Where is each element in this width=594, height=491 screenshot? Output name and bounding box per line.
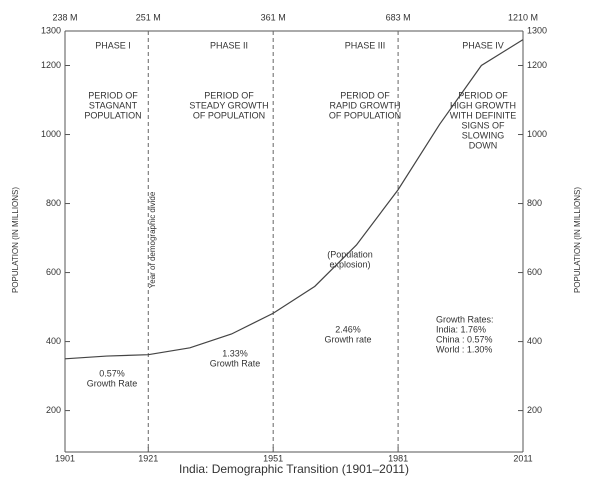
y-tick-label: 600 bbox=[46, 267, 61, 277]
phase-period: SIGNS OF bbox=[461, 120, 505, 130]
annotation: 2.46% bbox=[335, 324, 361, 334]
annotation: Growth Rate bbox=[210, 358, 261, 368]
y2-tick-label: 1200 bbox=[527, 60, 547, 70]
x-tick-label: 2011 bbox=[513, 453, 532, 463]
top-label: 238 M bbox=[52, 12, 77, 22]
phase-period: PERIOD OF bbox=[340, 90, 390, 100]
annotation: Growth Rates: bbox=[436, 314, 494, 324]
phase-period: PERIOD OF bbox=[204, 90, 254, 100]
phase-period: SLOWING bbox=[462, 130, 505, 140]
phase-period: PERIOD OF bbox=[88, 90, 138, 100]
phase-period: WITH DEFINITE bbox=[450, 110, 517, 120]
population-line bbox=[64, 39, 524, 360]
y-tick-label: 200 bbox=[46, 405, 61, 415]
annotation: China : 0.57% bbox=[436, 334, 493, 344]
annotation: (Population bbox=[327, 249, 373, 259]
annotation: explosion) bbox=[329, 259, 370, 269]
divide-label: Year of demographic divide bbox=[148, 191, 157, 288]
annotation: Growth rate bbox=[324, 334, 371, 344]
annotation: 1.33% bbox=[222, 348, 248, 358]
x-tick-label: 1951 bbox=[263, 453, 283, 463]
top-label: 251 M bbox=[136, 12, 161, 22]
phase-period: RAPID GROWTH bbox=[330, 100, 401, 110]
phase-period: STEADY GROWTH bbox=[189, 100, 268, 110]
y2-axis-label: POPULATION (IN MILLIONS) bbox=[573, 187, 582, 293]
y2-tick-label: 1300 bbox=[527, 25, 547, 35]
y2-tick-label: 600 bbox=[527, 267, 542, 277]
phase-period: DOWN bbox=[469, 140, 498, 150]
y-tick-label: 1200 bbox=[41, 60, 61, 70]
x-tick-label: 1921 bbox=[138, 453, 158, 463]
y-tick-label: 1000 bbox=[41, 129, 61, 139]
y2-tick-label: 1000 bbox=[527, 129, 547, 139]
x-tick-label: 1981 bbox=[388, 453, 408, 463]
phase-period: OF POPULATION bbox=[193, 110, 265, 120]
annotation: Growth Rate bbox=[87, 378, 138, 388]
annotation: World : 1.30% bbox=[436, 344, 492, 354]
y2-tick-label: 400 bbox=[527, 336, 542, 346]
y-tick-label: 1300 bbox=[41, 25, 61, 35]
phase-period: OF POPULATION bbox=[329, 110, 401, 120]
phase-name: PHASE II bbox=[210, 40, 248, 50]
phase-name: PHASE I bbox=[95, 40, 131, 50]
annotation: India: 1.76% bbox=[436, 324, 486, 334]
y-axis-label: POPULATION (IN MILLIONS) bbox=[11, 187, 20, 293]
y-tick-label: 400 bbox=[46, 336, 61, 346]
phase-period: STAGNANT bbox=[89, 100, 138, 110]
phase-name: PHASE III bbox=[345, 40, 386, 50]
x-tick-label: 1901 bbox=[55, 453, 75, 463]
phase-period: PERIOD OF bbox=[458, 90, 508, 100]
top-label: 361 M bbox=[261, 12, 286, 22]
top-label: 683 M bbox=[386, 12, 411, 22]
top-label: 1210 M bbox=[508, 12, 538, 22]
phase-period: HIGH GROWTH bbox=[450, 100, 516, 110]
phase-name: PHASE IV bbox=[462, 40, 504, 50]
y2-tick-label: 800 bbox=[527, 198, 542, 208]
chart-title: India: Demographic Transition (1901–2011… bbox=[179, 462, 409, 476]
phase-period: POPULATION bbox=[84, 110, 141, 120]
y2-tick-label: 200 bbox=[527, 405, 542, 415]
y-tick-label: 800 bbox=[46, 198, 61, 208]
annotation: 0.57% bbox=[99, 368, 125, 378]
